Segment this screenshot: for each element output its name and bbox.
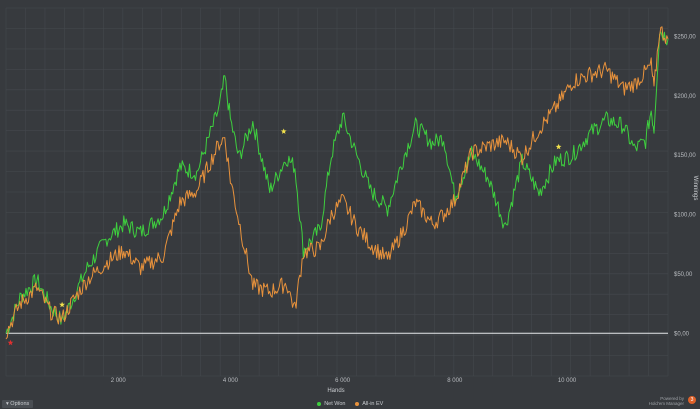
legend-label-net-won: Net Won xyxy=(324,401,346,407)
y-axis-title: Winnings xyxy=(692,176,698,201)
y-tick-label: $50,00 xyxy=(674,272,693,278)
brand-logo: Powered by Hold'em Manager 3 xyxy=(648,396,696,406)
y-tick-label: $250,00 xyxy=(674,34,696,40)
x-tick-label: 8 000 xyxy=(447,378,463,384)
legend-label-all-in-ev: All-in EV xyxy=(362,401,384,407)
x-tick-label: 4 000 xyxy=(223,378,239,384)
brand-name: Hold'em Manager xyxy=(648,401,684,406)
y-tick-label: $100,00 xyxy=(674,213,696,219)
grid xyxy=(5,7,669,377)
y-tick-label: $150,00 xyxy=(674,153,696,159)
series-line-net-won xyxy=(5,31,669,334)
tick-labels: 2 000 4 000 6 000 8 000 10 000 $0,00 $50,00 $10… xyxy=(111,34,697,384)
series-lines xyxy=(5,26,669,340)
legend-item-net-won[interactable]: Net Won xyxy=(316,401,346,407)
brand-powered-by: Powered by xyxy=(660,396,684,401)
marker-star xyxy=(280,128,287,134)
x-tick-label: 10 000 xyxy=(558,378,577,384)
markers xyxy=(7,128,562,346)
chevron-down-icon: ▾ xyxy=(6,401,9,407)
options-label: Options xyxy=(10,401,30,407)
brand-badge-icon: 3 xyxy=(688,396,696,404)
marker-star xyxy=(7,339,14,346)
legend-swatch-net-won xyxy=(316,401,321,406)
x-tick-label: 2 000 xyxy=(111,378,127,384)
x-tick-label: 6 000 xyxy=(335,378,351,384)
marker-star xyxy=(59,301,65,308)
series-line-all-in-ev xyxy=(5,26,669,340)
y-tick-label: $200,00 xyxy=(674,94,696,100)
y-tick-label: $0,00 xyxy=(674,331,690,337)
x-axis-title: Hands xyxy=(327,388,344,394)
marker-star xyxy=(555,143,562,150)
legend-swatch-all-in-ev xyxy=(355,401,360,406)
options-button[interactable]: ▾ Options xyxy=(2,400,34,408)
legend: Net Won All-in EV xyxy=(0,401,700,407)
legend-item-all-in-ev[interactable]: All-in EV xyxy=(355,401,383,407)
